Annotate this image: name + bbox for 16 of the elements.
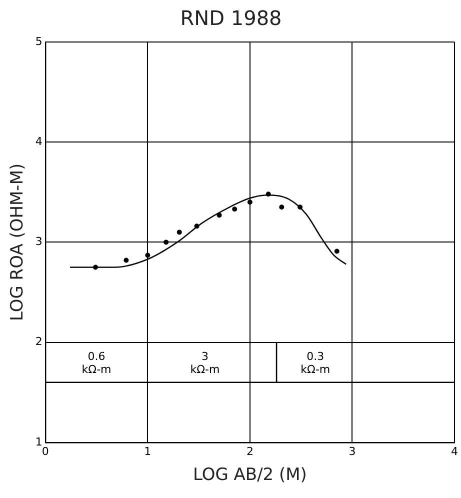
y-tick-label: 5 [35, 34, 42, 48]
y-tick-label: 1 [35, 435, 42, 448]
x-tick-label: 1 [144, 444, 152, 458]
y-tick-label: 3 [35, 235, 42, 248]
annotation: 3 kΩ-m [190, 350, 220, 376]
x-tick-label: 3 [348, 444, 356, 458]
y-tick-label: 2 [35, 335, 42, 348]
x-tick-label: 0 [42, 444, 49, 458]
y-tick-label: 4 [35, 134, 42, 148]
x-tick-label: 4 [451, 444, 458, 458]
x-axis-title: LOG AB/2 (M) [192, 465, 307, 486]
y-axis-title: LOG ROA (OHM-M) [8, 163, 28, 322]
annotation: 0.6 kΩ-m [82, 350, 112, 376]
chart-title: RND 1988 [180, 6, 282, 30]
x-tick-label: 2 [246, 444, 254, 458]
annotation: 0.3 kΩ-m [300, 350, 330, 376]
